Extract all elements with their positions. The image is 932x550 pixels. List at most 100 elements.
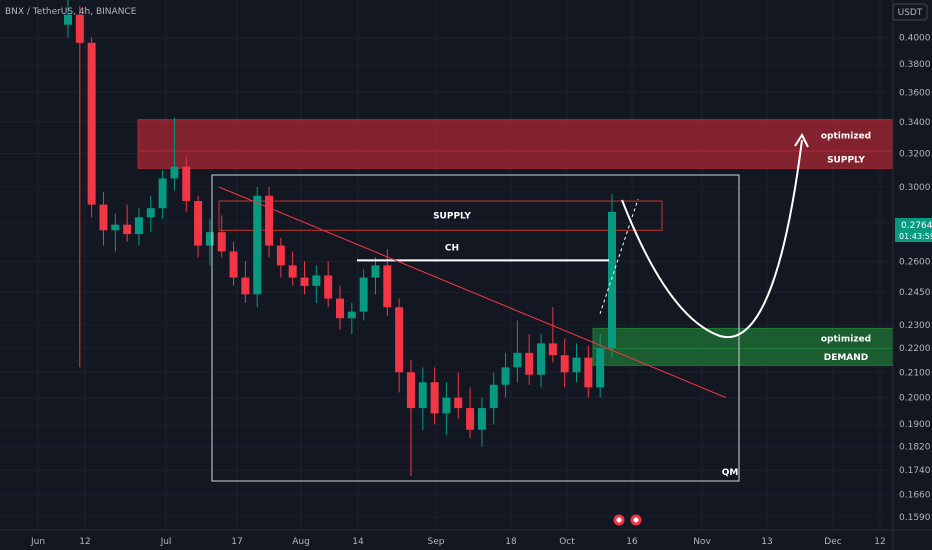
candle-body [241, 277, 250, 295]
y-tick-label: 0.4000 [899, 34, 931, 44]
x-tick-label: Nov [693, 537, 711, 547]
candle-body [300, 277, 309, 286]
candle-body [170, 166, 179, 179]
y-tick-label: 0.1820 [899, 443, 931, 453]
y-tick-label: 0.1660 [899, 490, 931, 500]
zone-label: optimized [821, 131, 871, 141]
x-tick-label: 14 [352, 537, 364, 547]
x-tick-label: Sep [428, 537, 445, 547]
zone-rect [218, 200, 663, 231]
qm-box [211, 174, 740, 482]
arrow-head-icon [794, 132, 809, 148]
candle-body [75, 14, 84, 43]
y-tick-label: 0.2100 [899, 368, 931, 378]
svg-text:USDT: USDT [898, 8, 923, 18]
candle-body [525, 352, 534, 375]
x-tick-label: 17 [231, 537, 242, 547]
svg-text:0.2764: 0.2764 [901, 221, 932, 231]
candle-body [584, 357, 593, 388]
y-tick-label: 0.2000 [899, 394, 931, 404]
y-tick-label: 0.2300 [899, 321, 931, 331]
candle-body [229, 251, 238, 278]
y-tick-label: 0.3000 [899, 183, 931, 193]
candle-body [572, 357, 581, 373]
x-tick-label: 12 [79, 537, 90, 547]
projection-curve [621, 139, 803, 339]
zone-rect [137, 150, 894, 169]
candle-body [596, 348, 605, 388]
candle-body [347, 311, 356, 319]
zone-rect [137, 119, 894, 152]
projection-dashed [599, 199, 639, 314]
x-tick-label: Dec [824, 537, 841, 547]
candle-body [158, 178, 167, 209]
x-tick-label: Aug [292, 537, 310, 547]
candle-body [64, 14, 72, 25]
y-tick-label: 0.2200 [899, 344, 931, 354]
candle-body [312, 275, 321, 286]
candle-body [253, 195, 262, 295]
candle-body [123, 224, 132, 235]
candle-body [489, 384, 498, 409]
trendline [218, 186, 727, 399]
annotations: QM CH [211, 132, 809, 482]
candle-body [513, 352, 522, 368]
candle-body [217, 232, 226, 252]
x-tick-label: Jul [160, 537, 172, 547]
candle-body [395, 307, 404, 373]
x-tick-label: Jun [30, 537, 45, 547]
y-tick-label: 0.3600 [899, 88, 931, 98]
currency-button[interactable]: USDT [892, 3, 928, 21]
candle-body [205, 232, 214, 246]
zone-label: SUPPLY [827, 156, 865, 166]
candle-body [454, 397, 463, 409]
candle-body [134, 217, 143, 235]
candle-body [265, 195, 274, 246]
candle-body [548, 343, 557, 356]
y-tick-label: 0.2450 [899, 288, 931, 298]
zone-label: optimized [821, 334, 871, 344]
candle-body [371, 265, 380, 278]
candle-body [477, 408, 486, 430]
candle-body [418, 382, 427, 409]
candle-body [608, 211, 616, 349]
candle-body [111, 224, 120, 231]
y-tick-label: 0.1590 [899, 513, 931, 523]
candle-body [406, 372, 415, 409]
candle-body [99, 204, 108, 231]
y-tick-label: 0.3200 [899, 149, 931, 159]
candle-body [537, 343, 546, 375]
candle-body [146, 208, 155, 218]
ch-label: CH [445, 243, 459, 253]
x-tick-label: Oct [559, 537, 575, 547]
candle-body [276, 245, 285, 266]
session-icons[interactable] [613, 514, 642, 526]
qm-label: QM [722, 468, 739, 478]
x-tick-label: 12 [874, 537, 885, 547]
x-tick-label: 16 [626, 537, 638, 547]
candle-body [430, 382, 439, 414]
candle-body [87, 42, 96, 205]
candle-body [194, 201, 203, 246]
y-tick-label: 0.1900 [899, 420, 931, 430]
candle-body [359, 277, 368, 312]
current-price-label: 0.2764 01:43:59 [895, 218, 932, 242]
candle-body [466, 408, 475, 430]
candle-body [442, 397, 451, 414]
candle-body [182, 166, 191, 202]
x-tick-label: 18 [505, 537, 517, 547]
candle-body [324, 275, 333, 299]
candle-body [336, 298, 344, 319]
candle-body [501, 367, 510, 385]
y-tick-label: 0.3800 [899, 60, 931, 70]
y-tick-label: 0.2600 [899, 257, 931, 267]
candle-body [288, 265, 297, 278]
zone-label: SUPPLY [433, 212, 471, 222]
chart-title: BNX / TetherUS, 4h, BINANCE [5, 7, 137, 17]
candle-body [560, 355, 569, 373]
candle-body [383, 265, 392, 308]
svg-text:01:43:59: 01:43:59 [899, 232, 932, 241]
